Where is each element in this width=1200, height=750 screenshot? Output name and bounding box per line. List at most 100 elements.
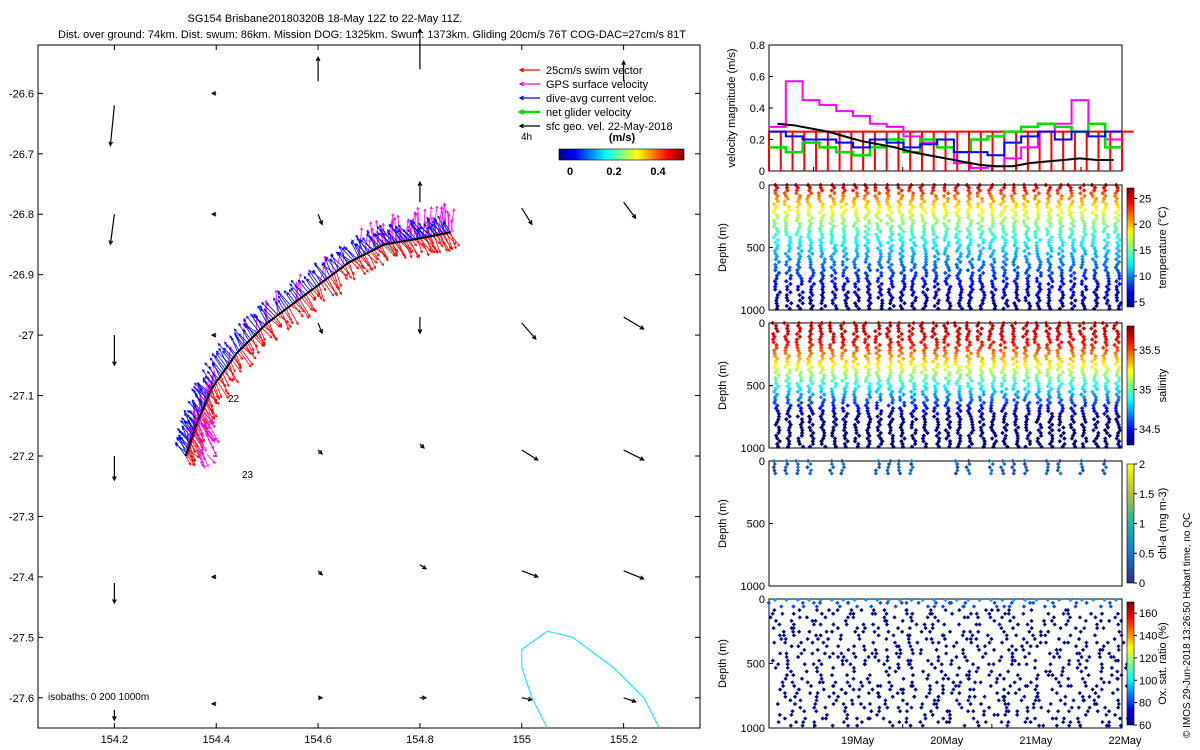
data-point [774, 273, 780, 279]
data-point [774, 298, 779, 303]
swim-vector [388, 243, 397, 257]
swim-vector-head [228, 377, 231, 381]
data-point [807, 278, 812, 284]
dive-avg-vector [303, 276, 313, 290]
data-point [867, 292, 873, 298]
gps-vector-head [416, 206, 420, 210]
data-point [888, 300, 893, 306]
dive-avg-vector-head [214, 354, 218, 359]
swim-vector-head [313, 296, 317, 300]
swim-vector-head [376, 253, 380, 257]
velocity-series-2 [769, 130, 1122, 157]
swim-vector-head [323, 287, 327, 292]
data-point [854, 303, 859, 309]
dive-avg-vector [259, 305, 270, 322]
data-point [855, 278, 861, 284]
dive-avg-vector [284, 290, 294, 305]
profile-colorbar [1126, 463, 1135, 584]
data-point [788, 300, 794, 306]
gps-vector-head [216, 440, 220, 444]
swim-vector-head [437, 241, 441, 245]
swim-vector [348, 262, 355, 281]
velocity-y-tick-label: 0.2 [750, 135, 765, 147]
gps-vector-head [202, 457, 206, 461]
map-frame [37, 44, 701, 729]
data-point [819, 306, 824, 312]
dive-avg-vector [321, 263, 335, 274]
swim-vector-head [438, 250, 441, 254]
data-point [853, 284, 858, 290]
dive-avg-vector [193, 404, 202, 415]
data-point [830, 300, 836, 306]
dive-avg-vector [224, 341, 236, 357]
dive-avg-vector [202, 369, 214, 387]
geo-vector-head [417, 180, 423, 186]
dive-avg-vector-head [229, 335, 233, 339]
dive-avg-vector-head [209, 357, 213, 361]
swim-vector-head [408, 247, 411, 251]
dive-avg-vector [410, 223, 420, 239]
dive-avg-vector [307, 272, 318, 287]
dive-avg-vector-head [193, 382, 198, 386]
data-point [808, 262, 814, 268]
swim-vector-head [240, 356, 243, 360]
dive-avg-vector-head [215, 352, 219, 356]
gps-vector-head [359, 226, 363, 231]
data-point [889, 278, 894, 284]
dive-avg-vector [308, 270, 320, 285]
gps-vector [450, 219, 453, 233]
swim-vector-head [322, 298, 325, 303]
dive-avg-vector-head [191, 388, 195, 392]
data-point [776, 270, 782, 276]
swim-vector [245, 343, 251, 354]
data-point [868, 300, 873, 306]
time-tick-label: 21May [1019, 735, 1053, 747]
data-point [841, 270, 846, 276]
dive-avg-vector [178, 434, 190, 447]
swim-vector-head [381, 262, 385, 267]
dive-avg-vector [260, 308, 272, 321]
swim-vector [222, 373, 230, 387]
swim-vector-head [331, 293, 335, 297]
dive-avg-vector-head [180, 420, 184, 424]
swim-vector [185, 455, 191, 466]
dive-avg-vector-head [397, 229, 401, 233]
dive-avg-vector-head [184, 412, 188, 417]
figure-subtitle: Dist. over ground: 74km. Dist. swum: 86k… [58, 29, 686, 41]
isobath-line [521, 630, 660, 728]
geo-vector [521, 207, 533, 225]
dive-avg-vector-head [181, 425, 185, 429]
dive-avg-vector [188, 401, 201, 416]
swim-vector-head [219, 395, 223, 399]
speed-colorbar-tick-label: 0.2 [606, 166, 621, 178]
dive-avg-vector [314, 264, 326, 280]
colorbar-tick-label: 15 [1139, 245, 1151, 257]
colorbar-tick-label: 1.5 [1139, 489, 1154, 501]
gps-vector [198, 450, 206, 469]
data-point [823, 303, 828, 309]
dive-avg-vector-head [273, 297, 276, 301]
swim-vector [299, 298, 311, 318]
data-point [856, 298, 861, 303]
dive-avg-vector [275, 301, 283, 313]
swim-vector [240, 348, 254, 366]
gps-vector-head [298, 273, 302, 277]
data-point [774, 276, 779, 281]
data-point [863, 259, 868, 265]
dive-avg-vector [359, 239, 375, 251]
map-y-tick-label: -26.8 [9, 209, 34, 221]
gps-vector-head [398, 226, 402, 231]
geo-vector-head [318, 570, 324, 576]
map-y-tick-label: -27.4 [9, 572, 34, 584]
dive-avg-vector [431, 223, 445, 234]
depth-tick-label: 1000 [741, 723, 765, 735]
depth-axis-label: Depth (m) [717, 223, 729, 272]
data-point [856, 287, 861, 292]
data-point [784, 292, 790, 298]
speed-colorbar-tick-label: 0.4 [650, 166, 666, 178]
geo-vector-head [528, 220, 533, 226]
dive-avg-vector [212, 363, 222, 376]
geo-vector-head [639, 325, 645, 330]
dive-avg-vector-head [217, 342, 221, 347]
